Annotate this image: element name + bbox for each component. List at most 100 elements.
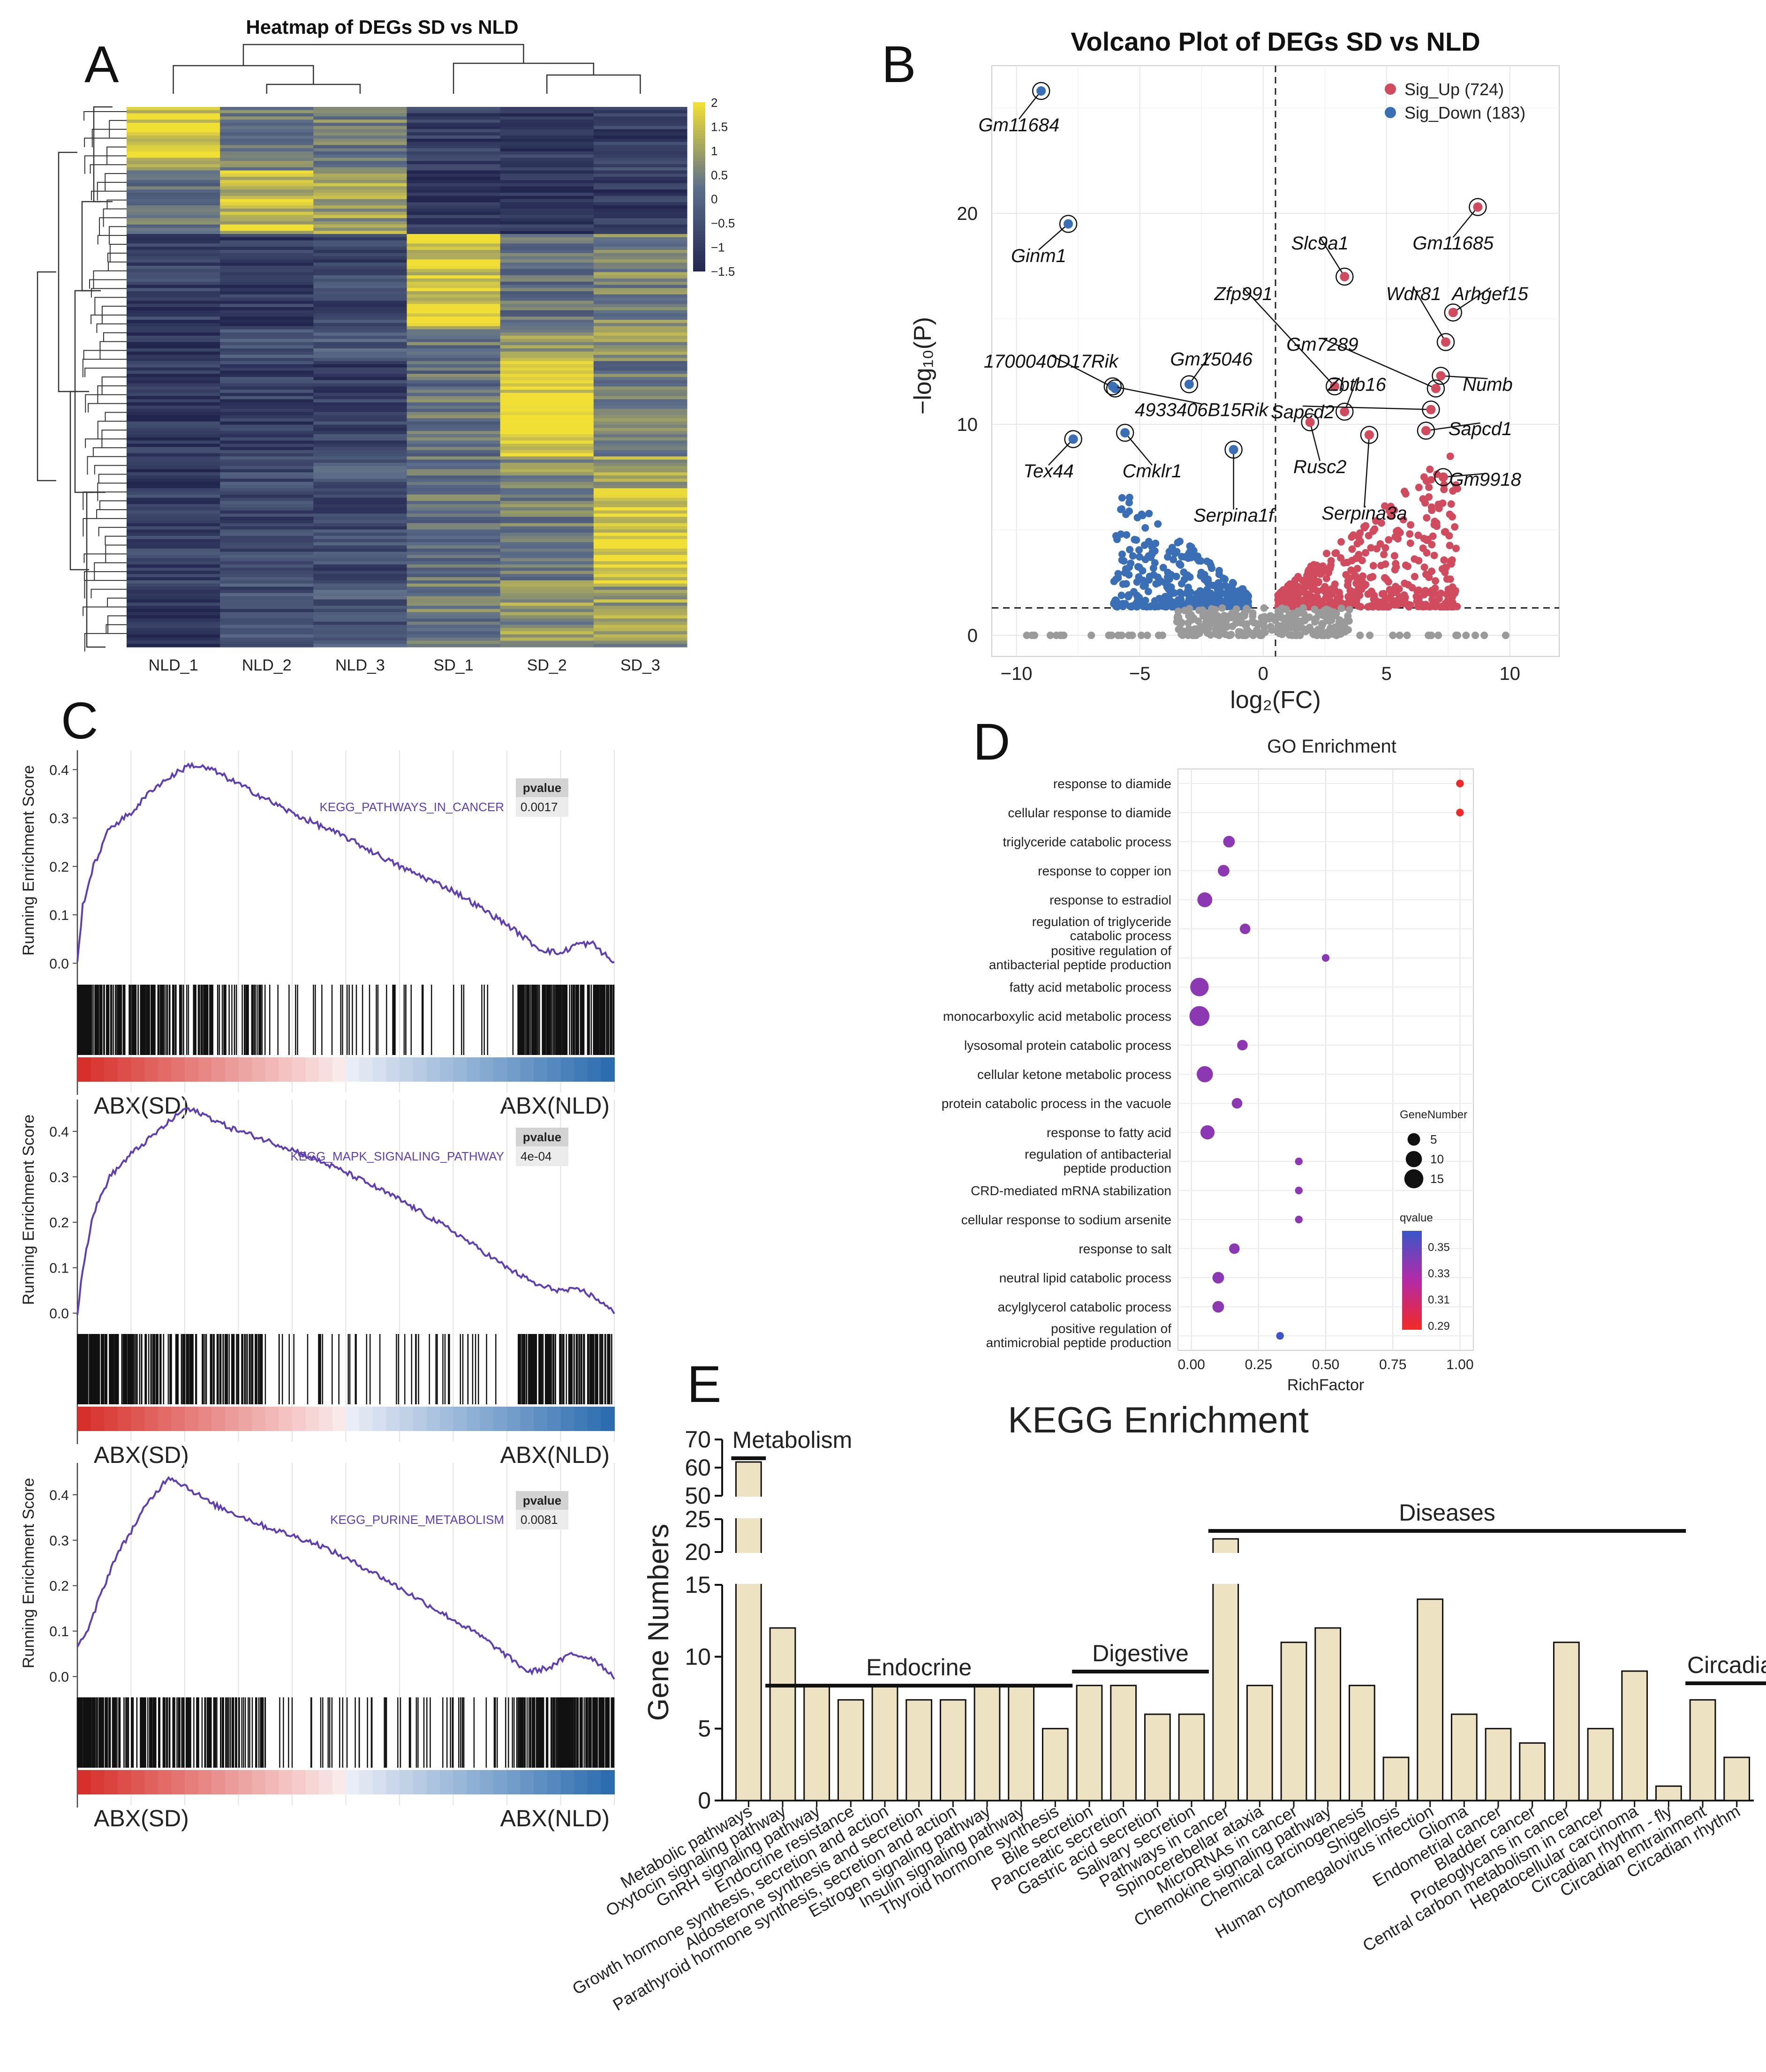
go-term-label: regulation of triglyceride xyxy=(1032,914,1171,929)
sig-up-point xyxy=(1452,481,1460,489)
sig-up-point xyxy=(1422,477,1430,485)
heatmap-cell xyxy=(500,265,594,270)
heatmap-cell xyxy=(127,218,220,222)
heatmap-cell xyxy=(593,148,687,152)
heatmap-cell xyxy=(313,631,408,635)
sig-down-point xyxy=(1145,510,1153,518)
heatmap-cell xyxy=(593,523,687,527)
non-sig-point xyxy=(1046,632,1054,639)
heatmap-cell xyxy=(313,615,408,619)
rank-color-segment xyxy=(91,1407,105,1431)
non-sig-point xyxy=(1175,625,1183,633)
go-term-label: protein catabolic process in the vacuole xyxy=(942,1096,1171,1111)
heatmap-cell xyxy=(220,269,314,272)
axis-break-gap xyxy=(1210,1553,1241,1584)
sig-up-point xyxy=(1392,582,1400,590)
sig-down-point xyxy=(1224,595,1232,603)
heatmap-cell xyxy=(500,202,594,206)
heatmap-cell xyxy=(127,370,220,374)
gsea-y-tick-label: 0.3 xyxy=(49,1170,69,1185)
heatmap-cell xyxy=(500,164,594,168)
heatmap-cell xyxy=(127,361,220,365)
heatmap-cell xyxy=(220,437,314,441)
kegg-bar xyxy=(1689,1699,1716,1801)
non-sig-point xyxy=(1225,632,1233,639)
qvalue-legend-title: qvalue xyxy=(1400,1212,1433,1224)
heatmap-cell xyxy=(220,256,314,260)
heatmap-cell xyxy=(127,485,220,489)
heatmap-cell xyxy=(313,301,408,304)
non-sig-point xyxy=(1260,604,1268,612)
heatmap-cell xyxy=(500,113,594,117)
heatmap-cell xyxy=(220,192,314,196)
heatmap-cell xyxy=(127,161,220,165)
heatmap-cell xyxy=(313,370,408,374)
kegg-bar xyxy=(1519,1742,1546,1801)
heatmap-cell xyxy=(127,535,220,540)
heatmap-cell xyxy=(500,129,594,133)
heatmap-cell xyxy=(593,263,687,266)
panel-letter-e: E xyxy=(687,1356,721,1413)
heatmap-cell xyxy=(593,615,687,619)
heatmap-cell xyxy=(220,478,314,482)
heatmap-cell xyxy=(313,367,408,371)
rank-color-segment xyxy=(185,1057,199,1082)
sig-up-point xyxy=(1357,603,1365,610)
heatmap-cell xyxy=(500,370,594,374)
heatmap-cell xyxy=(407,237,501,241)
rank-color-segment xyxy=(493,1057,507,1082)
heatmap-cell xyxy=(500,240,594,244)
heatmap-cell xyxy=(500,539,594,542)
heatmap-cell xyxy=(407,488,501,492)
heatmap-cell xyxy=(500,192,594,196)
heatmap-cell xyxy=(127,529,220,533)
heatmap-cell xyxy=(407,310,501,314)
heatmap-cell xyxy=(407,640,501,644)
heatmap-cell xyxy=(593,297,687,301)
y-tick-label: 20 xyxy=(957,203,978,224)
heatmap-cell xyxy=(593,275,687,279)
heatmap-cell xyxy=(220,211,314,215)
heatmap-cell xyxy=(500,526,594,530)
gene-label: Slc9a1 xyxy=(1291,233,1349,254)
heatmap-cell xyxy=(313,501,408,505)
heatmap-cell xyxy=(593,126,687,130)
heatmap-cell xyxy=(127,269,220,272)
heatmap-cell xyxy=(500,249,594,254)
gene-label-leader xyxy=(1243,287,1336,387)
heatmap-cell xyxy=(313,380,408,384)
heatmap-cell xyxy=(313,170,408,174)
heatmap-cell xyxy=(500,571,594,574)
non-sig-point xyxy=(1258,632,1266,639)
heatmap-cell xyxy=(593,533,687,536)
heatmap-cell xyxy=(220,507,314,511)
volcano-panel: Volcano Plot of DEGs SD vs NLD−10 −5 0 5 100… xyxy=(909,27,1560,714)
non-sig-point xyxy=(1258,614,1266,622)
heatmap-cell xyxy=(313,444,408,447)
sig-up-point xyxy=(1407,521,1415,529)
heatmap-cell xyxy=(593,440,687,444)
heatmap-cell xyxy=(407,215,501,219)
go-title: GO Enrichment xyxy=(1267,736,1396,757)
highlighted-gene-point xyxy=(1064,219,1073,229)
heatmap-cell xyxy=(593,332,687,336)
heatmap-cell xyxy=(407,571,501,574)
heatmap-cell xyxy=(127,189,220,193)
heatmap-cell xyxy=(127,513,220,517)
heatmap-cell xyxy=(220,313,314,317)
heatmap-cell xyxy=(407,418,501,422)
kegg-y-tick-label: 25 xyxy=(685,1506,711,1532)
heatmap-cell xyxy=(407,202,501,206)
colorbar-tick-label: −0.5 xyxy=(711,216,735,230)
heatmap-cell xyxy=(127,180,220,184)
heatmap-cell xyxy=(407,497,501,501)
heatmap-cell xyxy=(127,615,220,619)
heatmap-cell xyxy=(407,297,501,301)
go-term-label: acylglycerol catabolic process xyxy=(998,1300,1171,1314)
non-sig-point xyxy=(1192,632,1200,639)
heatmap-cell xyxy=(407,313,501,317)
rank-color-segment xyxy=(77,1407,91,1431)
heatmap-cell xyxy=(220,329,314,333)
heatmap-cell xyxy=(407,358,501,362)
heatmap-cell xyxy=(407,599,501,603)
